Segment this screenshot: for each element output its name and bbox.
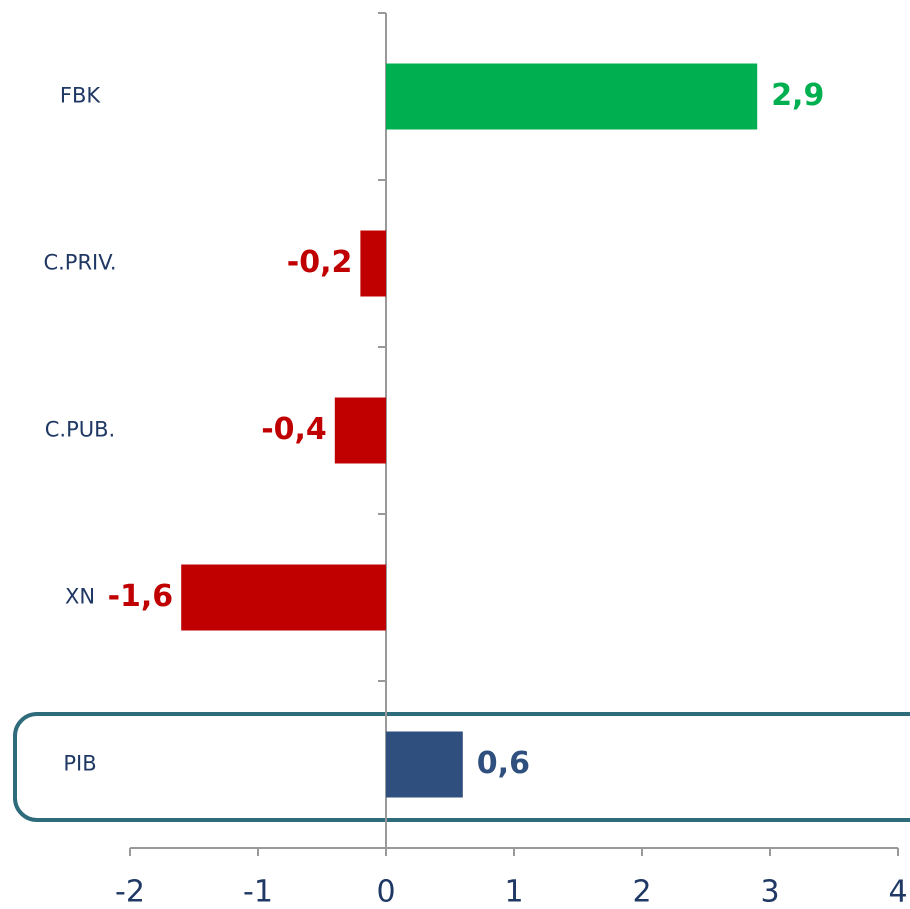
value-label: -1,6 bbox=[108, 579, 174, 614]
bar bbox=[386, 731, 463, 798]
category-label: FBK bbox=[60, 84, 101, 108]
bar bbox=[360, 230, 386, 297]
category-label: C.PUB. bbox=[45, 418, 115, 442]
x-tick-label: 2 bbox=[632, 875, 651, 909]
x-tick-label: -1 bbox=[243, 875, 273, 909]
highlight-box bbox=[13, 712, 910, 822]
x-tick-label: 1 bbox=[504, 875, 523, 909]
x-tick-label: 3 bbox=[760, 875, 779, 909]
bar bbox=[181, 564, 386, 631]
value-label: -0,2 bbox=[287, 245, 353, 280]
bar bbox=[334, 397, 386, 464]
x-tick-label: 0 bbox=[376, 875, 395, 909]
category-label: XN bbox=[65, 585, 95, 609]
x-tick-label: -2 bbox=[115, 875, 145, 909]
x-tick-label: 4 bbox=[888, 875, 907, 909]
bar bbox=[386, 63, 758, 130]
value-label: 0,6 bbox=[477, 746, 530, 781]
category-label: PIB bbox=[63, 752, 96, 776]
category-label: C.PRIV. bbox=[43, 251, 116, 275]
value-label: -0,4 bbox=[261, 412, 327, 447]
value-label: 2,9 bbox=[771, 78, 824, 113]
